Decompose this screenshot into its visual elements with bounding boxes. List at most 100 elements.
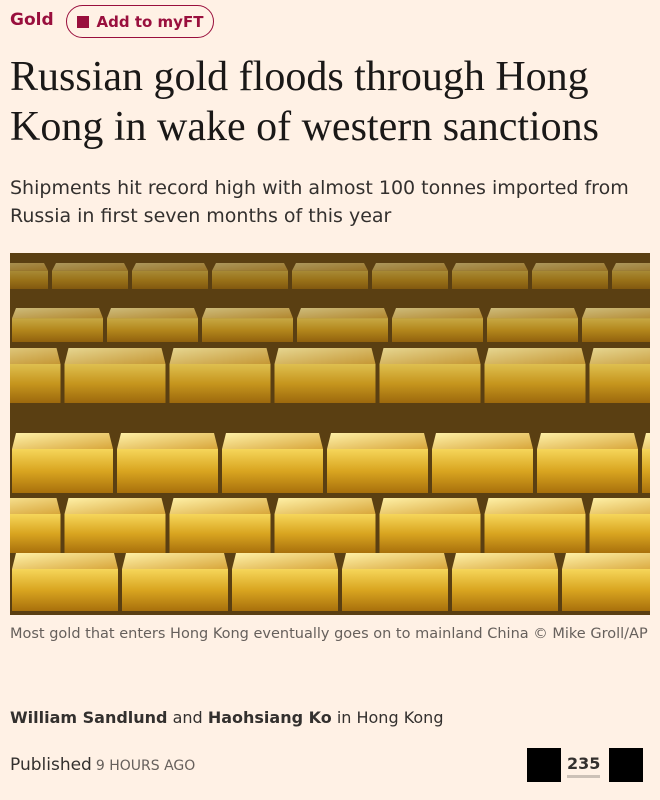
gold-bar-shape xyxy=(132,263,208,271)
gold-bar-shape xyxy=(452,569,558,611)
gold-bar-shape xyxy=(12,553,118,569)
gold-bar-shape xyxy=(392,318,483,342)
gold-bar-shape xyxy=(582,318,650,342)
gold-bar-shape xyxy=(10,270,48,289)
gold-bar-shape xyxy=(52,263,128,271)
image-caption: Most gold that enters Hong Kong eventual… xyxy=(10,626,648,642)
gold-bar-shape xyxy=(132,270,208,289)
gold-bar-shape xyxy=(379,514,481,553)
byline-location: in Hong Kong xyxy=(336,708,444,727)
gold-bar-shape xyxy=(297,318,388,342)
gold-bar-shape xyxy=(612,263,650,271)
gold-bar-shape xyxy=(202,308,293,319)
standfirst: Shipments hit record high with almost 10… xyxy=(10,177,629,227)
author[interactable]: Haohsiang Ko xyxy=(207,708,332,727)
gold-bar-shape xyxy=(432,433,533,449)
gold-bar-shape xyxy=(452,270,528,289)
gold-bar-shape xyxy=(562,569,650,611)
gold-bar-shape xyxy=(612,270,650,289)
gold-bar-shape xyxy=(274,348,376,364)
gold-bar-shape xyxy=(107,308,198,319)
gold-bar-shape xyxy=(297,308,388,319)
gold-bar-shape xyxy=(64,348,166,364)
button-icon xyxy=(76,15,89,28)
gold-bar-shape xyxy=(232,569,338,611)
gold-bar-shape xyxy=(379,498,481,514)
byline-joiner: and xyxy=(172,708,203,727)
gold-bar-shape xyxy=(12,569,118,611)
gold-bar-shape xyxy=(327,449,428,493)
share-button[interactable] xyxy=(527,748,561,782)
gold-bar-shape xyxy=(12,318,103,342)
button-label: Add to myFT xyxy=(96,12,204,31)
headline: Russian gold floods through Hong Kong in… xyxy=(10,54,600,150)
gold-bar-shape xyxy=(52,270,128,289)
gold-bar-shape xyxy=(169,364,271,403)
gold-bar-shape xyxy=(107,318,198,342)
gold-bar-shape xyxy=(12,308,103,319)
author[interactable]: William Sandlund xyxy=(10,708,168,727)
gold-bar-shape xyxy=(212,270,288,289)
gold-bar-shape xyxy=(562,553,650,569)
gold-bar-shape xyxy=(222,449,323,493)
gold-bar-shape xyxy=(452,553,558,569)
gold-bar-shape xyxy=(327,433,428,449)
gold-bar-shape xyxy=(532,270,608,289)
gold-bar-shape xyxy=(484,348,586,364)
gold-bar-shape xyxy=(10,263,48,271)
byline: William Sandlund and Haohsiang Ko in Hon… xyxy=(10,708,443,727)
gold-bar-shape xyxy=(274,364,376,403)
gold-bar-shape xyxy=(484,364,586,403)
gold-bar-shape xyxy=(392,308,483,319)
gold-bar-shape xyxy=(372,270,448,289)
gold-bar-shape xyxy=(484,498,586,514)
gold-bar-shape xyxy=(64,514,166,553)
add-to-myft-button[interactable]: Add to myFT xyxy=(66,5,214,38)
gold-bar-shape xyxy=(487,318,578,342)
section-link[interactable]: Gold xyxy=(10,10,54,30)
comments-count[interactable]: 235 xyxy=(567,754,601,778)
published-time: 9 HOURS AGO xyxy=(95,758,196,774)
gold-bar-shape xyxy=(642,433,650,449)
gold-bar-shape xyxy=(342,553,448,569)
gold-bar-shape xyxy=(292,263,368,271)
published: Published 9 HOURS AGO xyxy=(10,755,195,775)
gold-bar-shape xyxy=(432,449,533,493)
gold-bar-shape xyxy=(10,348,61,364)
gold-bar-shape xyxy=(12,449,113,493)
gold-bar-shape xyxy=(10,364,61,403)
gold-bar-shape xyxy=(64,498,166,514)
gold-bar-shape xyxy=(169,514,271,553)
gold-bar-shape xyxy=(274,514,376,553)
gold-bar-shape xyxy=(589,348,650,364)
gold-bar-shape xyxy=(169,348,271,364)
gold-bar-shape xyxy=(379,364,481,403)
gold-bar-shape xyxy=(642,449,650,493)
gold-bar-shape xyxy=(537,433,638,449)
gold-bar-shape xyxy=(117,449,218,493)
gold-bar-shape xyxy=(342,569,448,611)
gold-bar-shape xyxy=(589,498,650,514)
gold-bar-shape xyxy=(532,263,608,271)
gold-bar-shape xyxy=(379,348,481,364)
gold-bar-shape xyxy=(202,318,293,342)
article-image xyxy=(10,253,650,615)
gold-bar-shape xyxy=(169,498,271,514)
gold-bar-shape xyxy=(452,263,528,271)
gold-bar-shape xyxy=(12,433,113,449)
gold-bar-shape xyxy=(484,514,586,553)
gold-bar-shape xyxy=(537,449,638,493)
save-button[interactable] xyxy=(609,748,643,782)
gold-bar-shape xyxy=(122,553,228,569)
gold-bar-shape xyxy=(589,514,650,553)
gold-bar-shape xyxy=(372,263,448,271)
gold-bar-shape xyxy=(222,433,323,449)
gold-bar-shape xyxy=(582,308,650,319)
gold-bar-shape xyxy=(117,433,218,449)
gold-bar-shape xyxy=(292,270,368,289)
gold-bar-shape xyxy=(122,569,228,611)
gold-bar-shape xyxy=(487,308,578,319)
gold-bar-shape xyxy=(274,498,376,514)
